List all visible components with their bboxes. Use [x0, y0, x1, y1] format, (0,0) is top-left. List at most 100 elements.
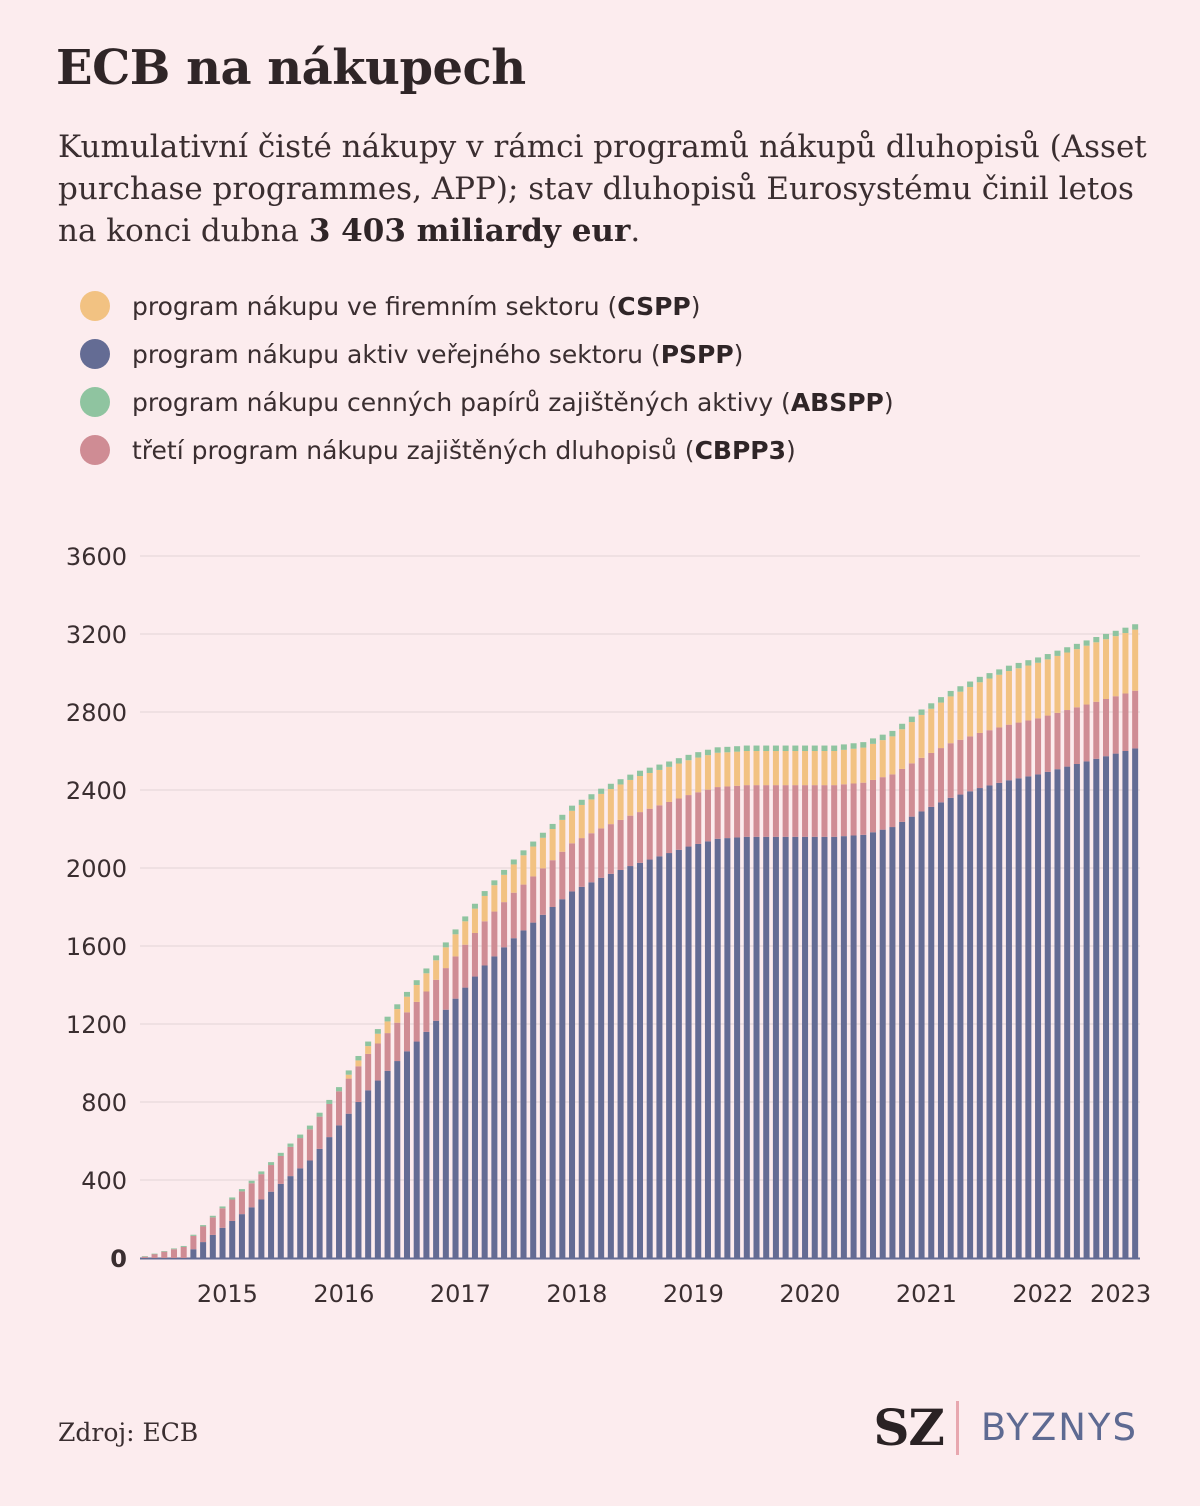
bar-segment-cbpp3 — [471, 933, 478, 977]
bar-segment-cbpp3 — [957, 739, 964, 795]
bar-segment-pspp — [772, 836, 779, 1258]
bar-segment-cspp — [685, 760, 692, 796]
bar-segment-abspp — [899, 723, 906, 730]
bar-segment-pspp — [306, 1160, 313, 1258]
bar-segment-abspp — [297, 1134, 304, 1139]
bar-segment-cspp — [1103, 639, 1110, 699]
source-note: Zdroj: ECB — [58, 1418, 199, 1447]
bar-segment-abspp — [811, 745, 818, 751]
bar-segment-pspp — [666, 853, 673, 1258]
bar-segment-abspp — [433, 955, 440, 961]
legend-item-cspp: program nákupu ve firemním sektoru (CSPP… — [80, 282, 894, 330]
bar-segment-cspp — [569, 810, 576, 844]
bar-segment-pspp — [491, 956, 498, 1258]
bar-segment-pspp — [831, 836, 838, 1258]
bar-segment-cspp — [666, 766, 673, 802]
bar-segment-abspp — [413, 980, 420, 985]
bar-segment-cspp — [394, 1009, 401, 1023]
bar-segment-cbpp3 — [481, 921, 488, 966]
bar-segment-cbpp3 — [870, 779, 877, 833]
bar-segment-cbpp3 — [520, 884, 527, 931]
bar-segment-cspp — [365, 1046, 372, 1054]
bar-segment-abspp — [326, 1099, 333, 1104]
legend-label-cbpp3: třetí program nákupu zajištěných dluhopi… — [132, 435, 796, 465]
bar-segment-abspp — [743, 745, 750, 751]
bar-segment-abspp — [695, 752, 702, 758]
bar-segment-abspp — [1005, 665, 1012, 672]
bar-segment-pspp — [258, 1199, 265, 1258]
bar-segment-cbpp3 — [374, 1043, 381, 1081]
bar-segment-abspp — [996, 669, 1003, 675]
bar-segment-pspp — [578, 886, 585, 1258]
bar-segment-abspp — [306, 1125, 313, 1130]
bar-segment-abspp — [821, 745, 828, 751]
bar-segment-cbpp3 — [141, 1256, 148, 1258]
bar-segment-cspp — [753, 751, 760, 786]
bar-segment-pspp — [1093, 758, 1100, 1258]
bar-segment-abspp — [1054, 650, 1061, 656]
bar-segment-cbpp3 — [976, 732, 983, 789]
bar-segment-pspp — [967, 791, 974, 1258]
bar-segment-cbpp3 — [1015, 722, 1022, 779]
bar-segment-cbpp3 — [384, 1033, 391, 1071]
bar-segment-abspp — [510, 859, 517, 865]
bar-segment-abspp — [636, 770, 644, 777]
bar-segment-abspp — [598, 788, 605, 794]
bar-segment-pspp — [1005, 780, 1012, 1258]
bar-segment-abspp — [1073, 643, 1080, 650]
bar-segment-cspp — [520, 855, 527, 885]
bar-segment-cspp — [627, 779, 634, 816]
bar-segment-cspp — [636, 776, 644, 813]
y-tick-label: 2000 — [66, 855, 127, 883]
bar-segment-abspp — [569, 805, 576, 811]
bar-segment-pspp — [889, 827, 896, 1258]
bar-segment-abspp — [384, 1016, 391, 1022]
bar-segment-cbpp3 — [297, 1138, 304, 1169]
bar-segment-cbpp3 — [530, 876, 537, 923]
bar-segment-pspp — [462, 987, 469, 1258]
bar-segment-pspp — [598, 877, 605, 1258]
bar-segment-cbpp3 — [1083, 704, 1090, 762]
bar-segment-cbpp3 — [617, 819, 624, 870]
bar-segment-abspp — [355, 1055, 362, 1061]
bar-segment-abspp — [374, 1029, 381, 1034]
bar-segment-pspp — [394, 1061, 401, 1258]
bar-segment-cspp — [403, 996, 410, 1013]
subtitle-end: . — [630, 213, 641, 249]
bar-segment-cspp — [345, 1074, 352, 1079]
bar-segment-pspp — [1035, 774, 1042, 1258]
bar-segment-abspp — [287, 1143, 294, 1147]
bar-segment-pspp — [530, 922, 537, 1258]
bar-segment-pspp — [782, 836, 789, 1258]
bar-segment-abspp — [675, 758, 682, 764]
bar-segment-cbpp3 — [928, 752, 935, 807]
bar-segment-cbpp3 — [287, 1146, 294, 1177]
bar-segment-cspp — [928, 708, 935, 753]
bar-segment-pspp — [1015, 778, 1022, 1258]
bar-segment-pspp — [928, 806, 935, 1258]
bar-segment-cspp — [413, 985, 420, 1002]
bar-segment-cspp — [908, 722, 915, 764]
bar-segment-cspp — [704, 755, 711, 790]
bar-segment-cbpp3 — [753, 785, 760, 837]
legend-swatch-cspp — [80, 291, 110, 321]
bar-segment-cbpp3 — [734, 785, 741, 838]
bar-segment-pspp — [724, 838, 731, 1258]
bars — [141, 624, 1139, 1259]
bar-segment-cspp — [1122, 633, 1129, 694]
legend-item-cbpp3: třetí program nákupu zajištěných dluhopi… — [80, 426, 894, 474]
stacked-bar-chart: 0 400 800 1200 1600 2000 2400 2800 3200 3600 2015… — [66, 543, 1151, 1308]
bar-segment-abspp — [879, 734, 886, 741]
bar-segment-cspp — [1132, 629, 1139, 691]
y-tick-label: 800 — [81, 1089, 127, 1117]
bar-segment-cspp — [831, 751, 838, 786]
bar-segment-abspp — [1025, 660, 1032, 666]
bar-segment-pspp — [1025, 776, 1032, 1258]
bar-segment-pspp — [248, 1207, 255, 1258]
bar-segment-abspp — [578, 799, 585, 805]
bar-segment-pspp — [753, 836, 760, 1258]
bar-segment-cbpp3 — [782, 785, 789, 837]
bar-segment-abspp — [840, 744, 847, 750]
bar-segment-cbpp3 — [598, 828, 605, 878]
bar-segment-cbpp3 — [1093, 701, 1100, 759]
